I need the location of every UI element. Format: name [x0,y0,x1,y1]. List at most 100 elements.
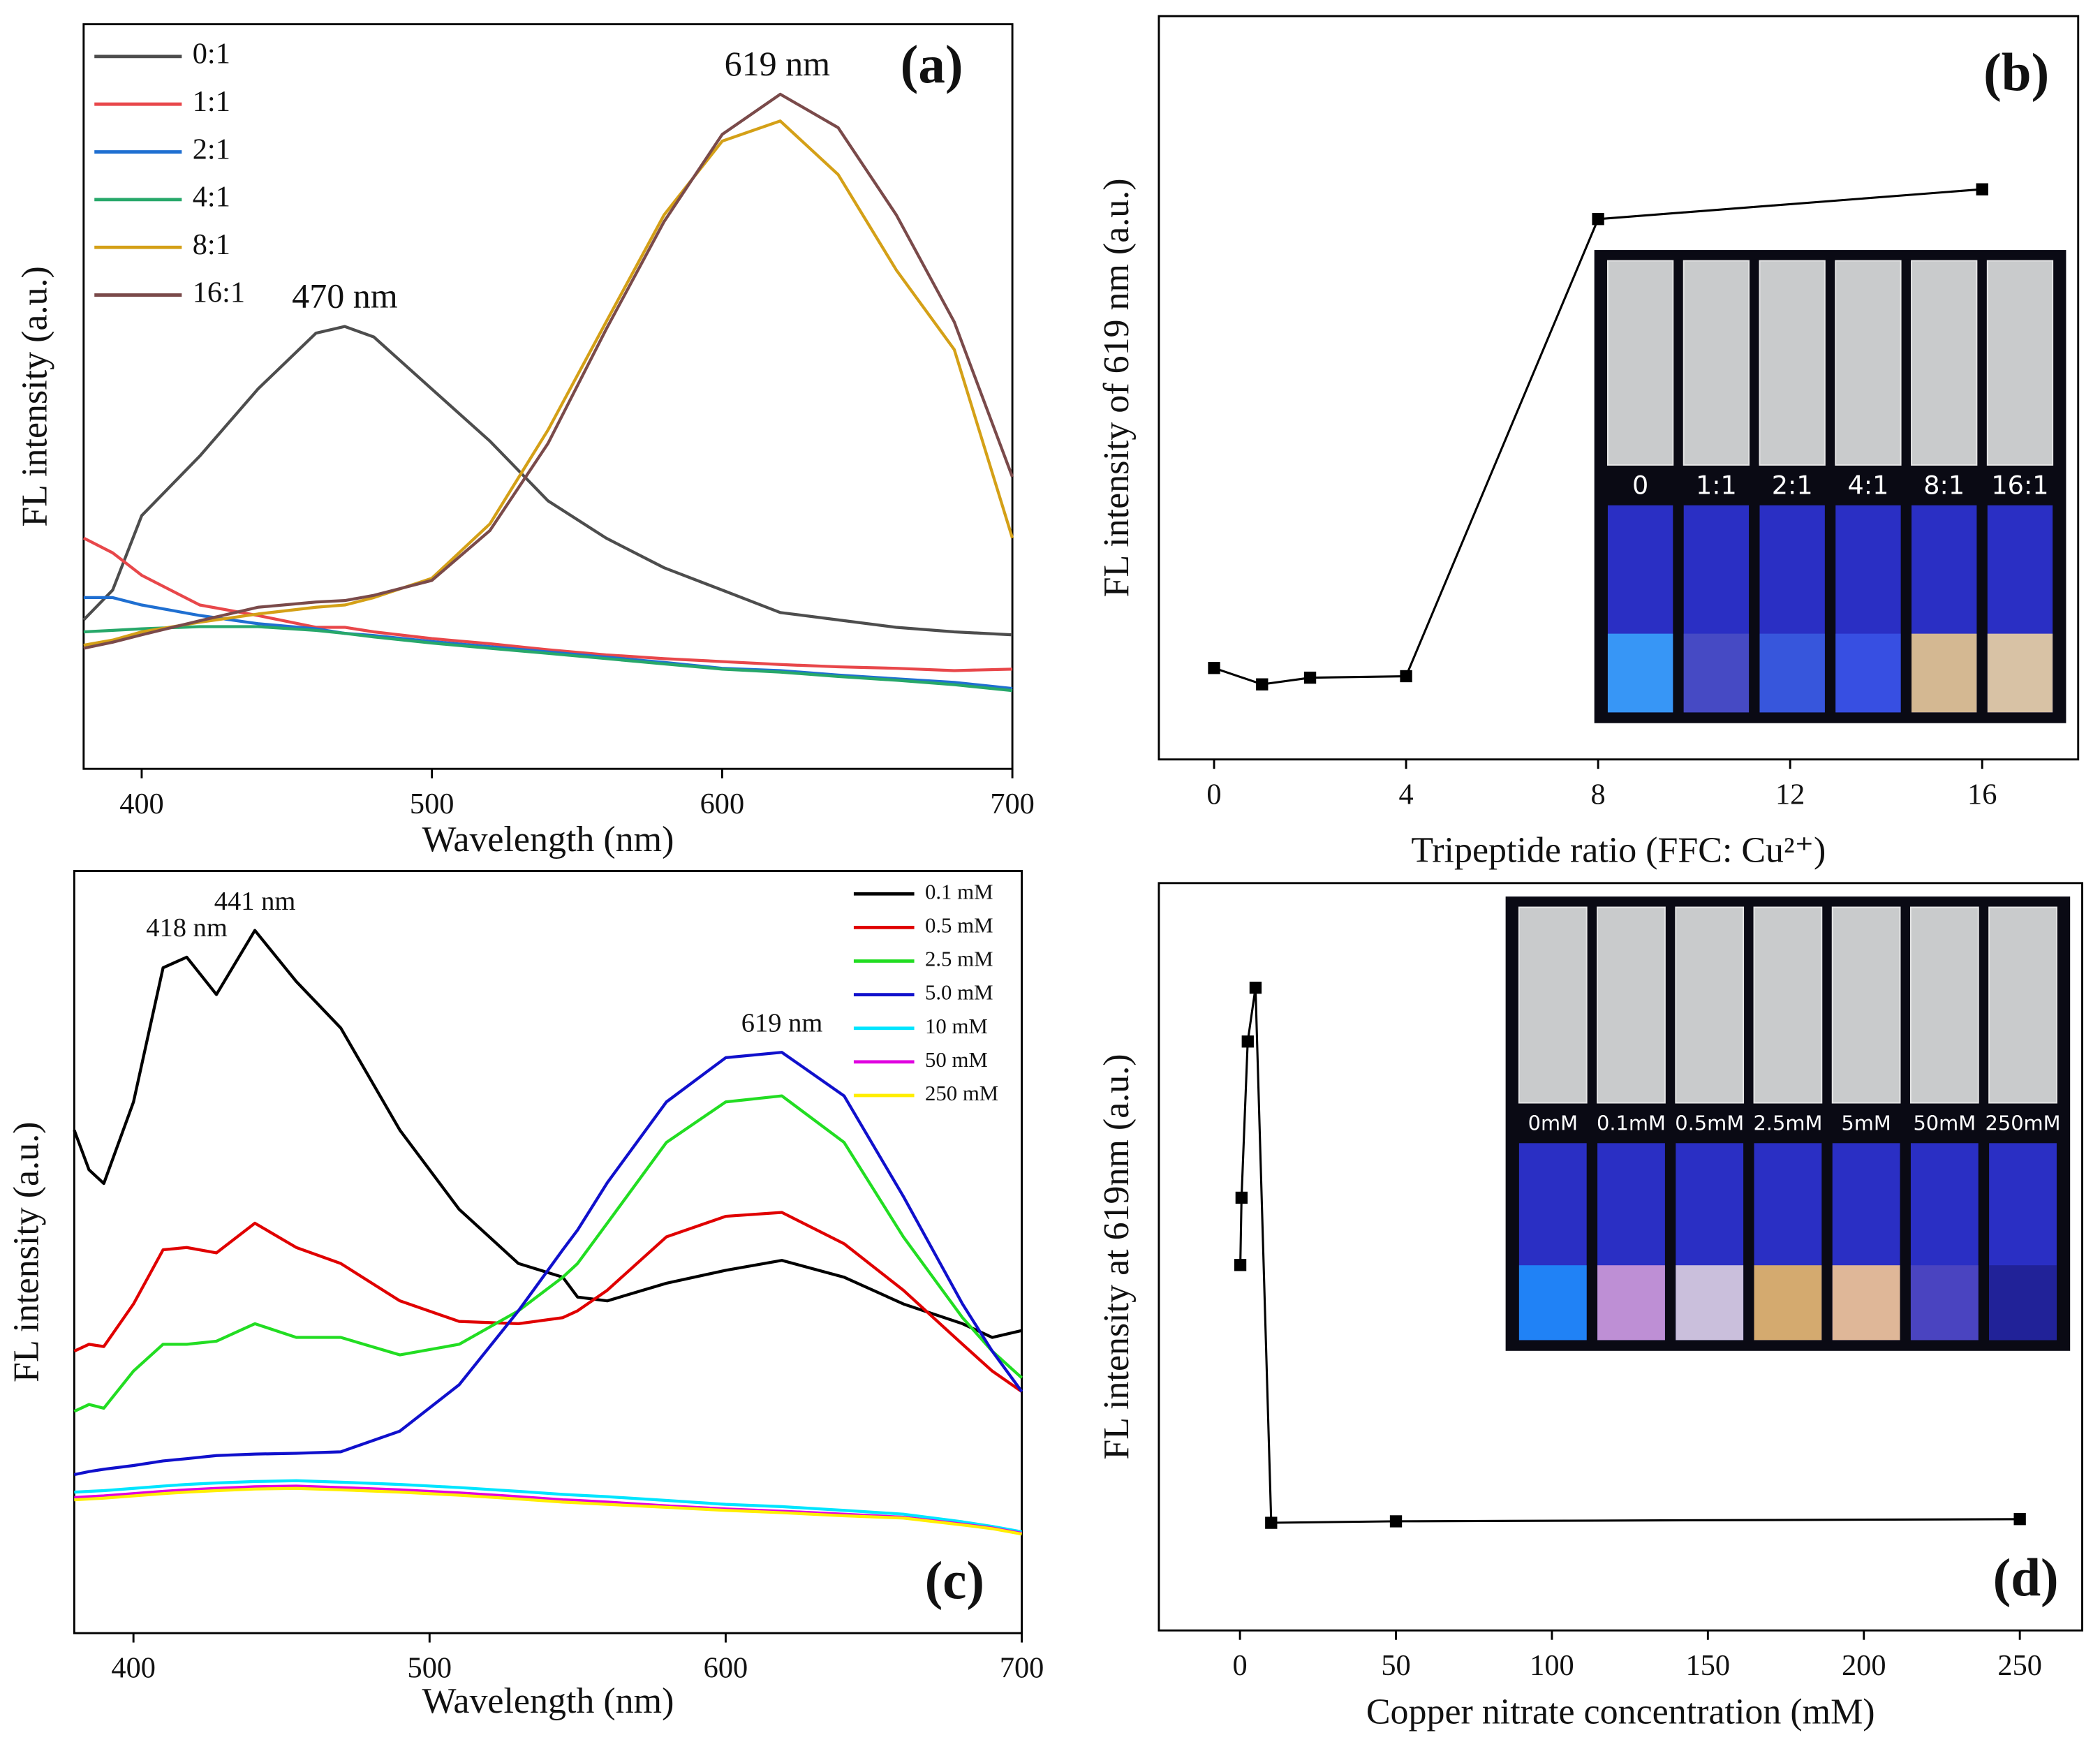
y-axis-label: FL intensity (a.u.) [15,266,54,526]
panel-label: (d) [1993,1548,2059,1608]
cuvette-glow [1987,633,2053,713]
cuvette-glow [1754,1265,1822,1341]
inset-label: 1:1 [1696,470,1737,500]
legend-label: 4:1 [193,181,230,214]
cuvette-daylight [1675,906,1745,1104]
cuvette-daylight [1759,260,1826,466]
legend-label: 10 mM [925,1014,988,1038]
x-tick-label: 0 [1233,1649,1248,1682]
annotation: 441 nm [214,887,296,916]
cuvette-daylight [1988,906,2057,1104]
legend-label: 5.0 mM [925,981,993,1005]
cuvette-glow [1597,1265,1665,1341]
plot-frame [1158,882,2083,1632]
data-marker [1592,213,1604,226]
x-tick-label: 16 [1967,778,1997,811]
annotation: 418 nm [146,913,228,943]
inset-label: 250mM [1985,1111,2060,1135]
legend-label: 0:1 [193,38,230,71]
x-tick-label: 500 [410,788,454,820]
cuvette-daylight [1518,906,1588,1104]
series-line [73,1094,1023,1413]
series-line [74,1479,1022,1533]
cuvette-daylight [1909,906,1979,1104]
legend-label: 2.5 mM [925,947,993,971]
cuvette-glow [1989,1265,2057,1341]
panel-label: (c) [925,1550,984,1610]
annotation: 470 nm [292,276,398,316]
cuvette-glow [1683,633,1750,713]
inset-label: 2:1 [1772,470,1813,500]
data-marker [1303,671,1317,684]
cuvette-glow [1518,1265,1587,1341]
cuvette-glow [1832,1265,1900,1341]
data-marker [1256,678,1269,691]
x-tick-label: 250 [1997,1649,2042,1682]
x-axis-label: Wavelength (nm) [422,1681,674,1721]
data-marker [1400,670,1412,683]
data-marker [1389,1515,1403,1528]
series-line [82,325,1013,637]
cuvette-glow [1910,1265,1979,1341]
inset-label: 16:1 [1991,470,2048,500]
legend-label: 0.5 mM [925,913,993,937]
x-tick-label: 700 [1000,1652,1044,1685]
cuvette-daylight [1597,906,1666,1104]
cuvette-daylight [1606,260,1674,466]
inset-label: 0mM [1528,1111,1578,1135]
inset-label: 0.5mM [1675,1111,1744,1135]
cuvette-glow [1835,633,1901,713]
inset-label: 5mM [1841,1111,1891,1135]
data-marker [1249,982,1262,994]
y-axis-label: FL intensity of 619 nm (a.u.) [1097,178,1137,597]
series-line [73,1211,1023,1393]
data-marker [1234,1259,1247,1271]
y-axis-label: FL intensity (a.u.) [7,1122,47,1382]
legend-label: 2:1 [193,133,230,165]
panel-label: (b) [1983,42,2049,102]
annotation: 619 nm [725,44,831,83]
x-tick-label: 8 [1591,778,1606,811]
series-line [74,1486,1022,1536]
plot-frame [1158,15,2080,761]
data-marker [1208,662,1220,674]
legend-label: 1:1 [193,85,230,118]
x-tick-label: 500 [408,1652,452,1685]
y-axis-label: FL intensity at 619nm (a.u.) [1097,1054,1137,1459]
inset-label: 2.5mM [1753,1111,1822,1135]
cuvette-glow [1759,633,1825,713]
annotation: 619 nm [741,1009,823,1038]
x-tick-label: 12 [1775,778,1805,811]
series-line [82,536,1013,672]
x-axis-label: Tripeptide ratio (FFC: Cu²⁺) [1411,830,1826,870]
plot-frame [82,23,1014,770]
legend-label: 0.1 mM [925,880,993,903]
plot-frame [73,870,1023,1634]
cuvette-daylight [1835,260,1902,466]
x-tick-label: 600 [704,1652,748,1685]
x-tick-label: 100 [1530,1649,1574,1682]
legend-label: 8:1 [193,228,230,261]
series-line [83,625,1013,693]
x-tick-label: 600 [700,788,745,820]
cuvette-daylight [1911,260,1978,466]
series-line [83,596,1013,691]
inset-label: 0.1mM [1597,1111,1666,1135]
x-tick-label: 700 [990,788,1035,820]
legend-label: 250 mM [925,1082,998,1105]
cuvette-glow [1912,633,1977,713]
inset-label: 0 [1632,470,1648,500]
x-tick-label: 400 [111,1652,156,1685]
cuvette-glow [1607,633,1673,713]
series-line [73,1051,1023,1477]
x-axis-label: Wavelength (nm) [422,820,674,859]
series-line [1213,188,1983,686]
series-line [83,92,1014,650]
inset-label: 50mM [1913,1111,1976,1135]
x-tick-label: 400 [119,788,164,820]
cuvette-daylight [1753,906,1823,1104]
x-axis-label: Copper nitrate concentration (mM) [1366,1692,1875,1732]
inset-label: 4:1 [1848,470,1889,500]
legend-label: 50 mM [925,1048,988,1072]
